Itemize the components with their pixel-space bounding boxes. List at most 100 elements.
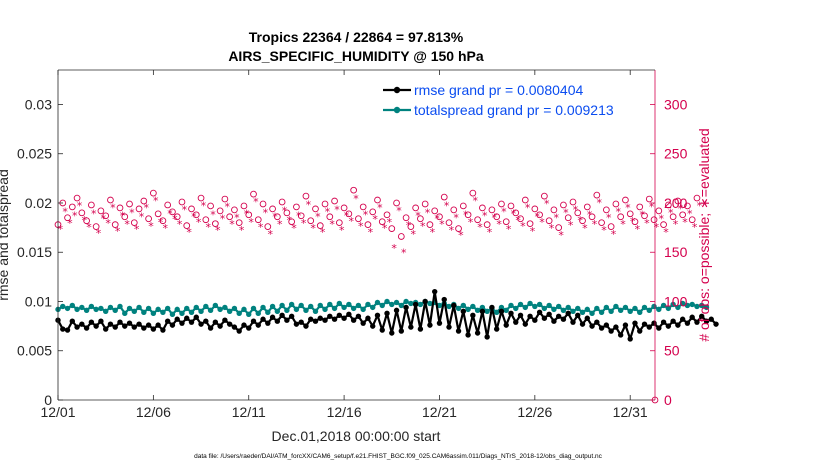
obs-evaluated-marker: *	[158, 216, 164, 229]
totalspread-point	[293, 306, 300, 313]
obs-evaluated-marker: *	[148, 220, 154, 233]
rmse-point	[207, 325, 214, 331]
rmse-point	[246, 325, 252, 331]
totalspread-point	[169, 311, 176, 317]
obs-evaluated-marker: *	[573, 203, 579, 216]
obs-possible-marker	[445, 219, 453, 227]
obs-possible-marker	[307, 217, 315, 225]
obs-evaluated-marker: *	[96, 227, 102, 240]
obs-possible-marker	[598, 219, 605, 227]
totalspread-point	[579, 309, 586, 316]
rmse-point	[317, 315, 323, 321]
rmse-point	[69, 318, 76, 324]
obs-evaluated-marker: *	[396, 204, 402, 217]
obs-possible-marker	[226, 213, 234, 221]
tick-layer: 12/01 12/06 12/11 12/16 12/21 12/26 12/31 0 0.00…	[17, 70, 688, 420]
rmse-point	[389, 330, 395, 336]
totalspread-point	[656, 306, 662, 313]
totalspread-point	[60, 303, 66, 310]
rmse-point	[160, 327, 166, 333]
totalspread-point	[222, 304, 228, 311]
obs-possible-marker	[150, 189, 157, 197]
obs-possible-marker	[412, 204, 419, 212]
obs-evaluated-marker: *	[282, 204, 288, 217]
obs-possible-marker	[426, 221, 434, 229]
totalspread-point	[126, 305, 133, 312]
totalspread-point	[427, 300, 433, 307]
obs-possible-marker	[111, 221, 119, 229]
totalspread-point	[198, 308, 204, 315]
x-axis-label: Dec.01,2018 00:00:00 start	[272, 428, 441, 444]
obs-possible-marker	[126, 200, 133, 208]
obs-possible-marker	[235, 219, 243, 227]
obs-possible-marker	[631, 218, 639, 226]
obs-possible-marker	[355, 215, 362, 223]
obs-possible-marker	[617, 213, 625, 221]
obs-evaluated-marker: *	[468, 216, 474, 229]
rmse-point	[260, 316, 266, 322]
obs-evaluated-marker: *	[267, 228, 273, 241]
obs-evaluated-marker: *	[692, 221, 698, 234]
obs-evaluated-marker: *	[630, 215, 636, 228]
totalspread-point	[136, 304, 142, 311]
obs-evaluated-marker: *	[410, 228, 416, 241]
obs-evaluated-marker: *	[625, 201, 631, 214]
totalspread-point	[117, 303, 123, 310]
obs-evaluated-marker: *	[606, 211, 612, 224]
rmse-point	[155, 322, 161, 328]
totalspread-point	[217, 306, 223, 313]
obs-possible-marker	[269, 205, 276, 213]
obs-evaluated-marker: *	[205, 221, 211, 234]
totalspread-point	[236, 310, 242, 317]
y-right-tick-label: 200	[664, 195, 688, 211]
obs-possible-marker	[169, 208, 176, 216]
obs-evaluated-marker: *	[482, 209, 488, 222]
obs-possible-marker	[469, 189, 477, 197]
rmse-point	[169, 322, 176, 328]
obs-possible-marker	[531, 205, 539, 213]
obs-evaluated-marker: *	[463, 208, 469, 221]
rmse-point	[451, 302, 457, 309]
obs-possible-marker	[83, 217, 90, 225]
y-left-tick-label: 0.03	[25, 96, 52, 112]
obs-evaluated-marker: *	[115, 225, 121, 238]
obs-possible-marker	[221, 195, 229, 203]
obs-possible-marker	[541, 192, 548, 200]
x-tick-label: 12/16	[327, 404, 362, 420]
obs-possible-marker	[536, 211, 543, 219]
obs-evaluated-marker: *	[277, 218, 283, 231]
obs-possible-marker	[369, 208, 377, 216]
obs-possible-marker	[479, 204, 486, 212]
totalspread-point	[560, 307, 567, 314]
obs-possible-marker	[359, 203, 367, 211]
obs-evaluated-marker: *	[511, 207, 517, 220]
rmse-point	[565, 310, 571, 317]
rmse-point	[193, 314, 199, 320]
obs-possible-marker	[92, 223, 100, 230]
obs-evaluated-marker: *	[377, 201, 383, 214]
obs-evaluated-marker: *	[248, 216, 254, 229]
legend-marker-totalspread	[393, 106, 401, 114]
obs-possible-marker	[192, 211, 200, 219]
totalspread-point	[145, 305, 152, 312]
rmse-point	[627, 336, 633, 342]
totalspread-point	[131, 308, 137, 315]
obs-possible-marker	[507, 202, 515, 210]
obs-possible-marker	[555, 224, 563, 231]
obs-evaluated-marker: *	[673, 218, 679, 231]
totalspread-point	[260, 304, 266, 311]
rmse-point	[536, 309, 543, 316]
totalspread-point	[665, 305, 672, 312]
totalspread-point	[212, 302, 219, 309]
obs-evaluated-marker: *	[544, 197, 550, 210]
obs-evaluated-marker: *	[596, 197, 602, 210]
obs-evaluated-marker: *	[349, 215, 355, 228]
legend-label-totalspread: totalspread grand pr = 0.009213	[414, 102, 614, 118]
rmse-point	[484, 334, 490, 340]
obs-evaluated-marker: *	[592, 218, 598, 231]
obs-possible-marker	[512, 209, 520, 217]
x-tick-label: 12/11	[232, 404, 266, 420]
obs-possible-marker	[378, 218, 386, 226]
totalspread-point	[474, 307, 481, 314]
